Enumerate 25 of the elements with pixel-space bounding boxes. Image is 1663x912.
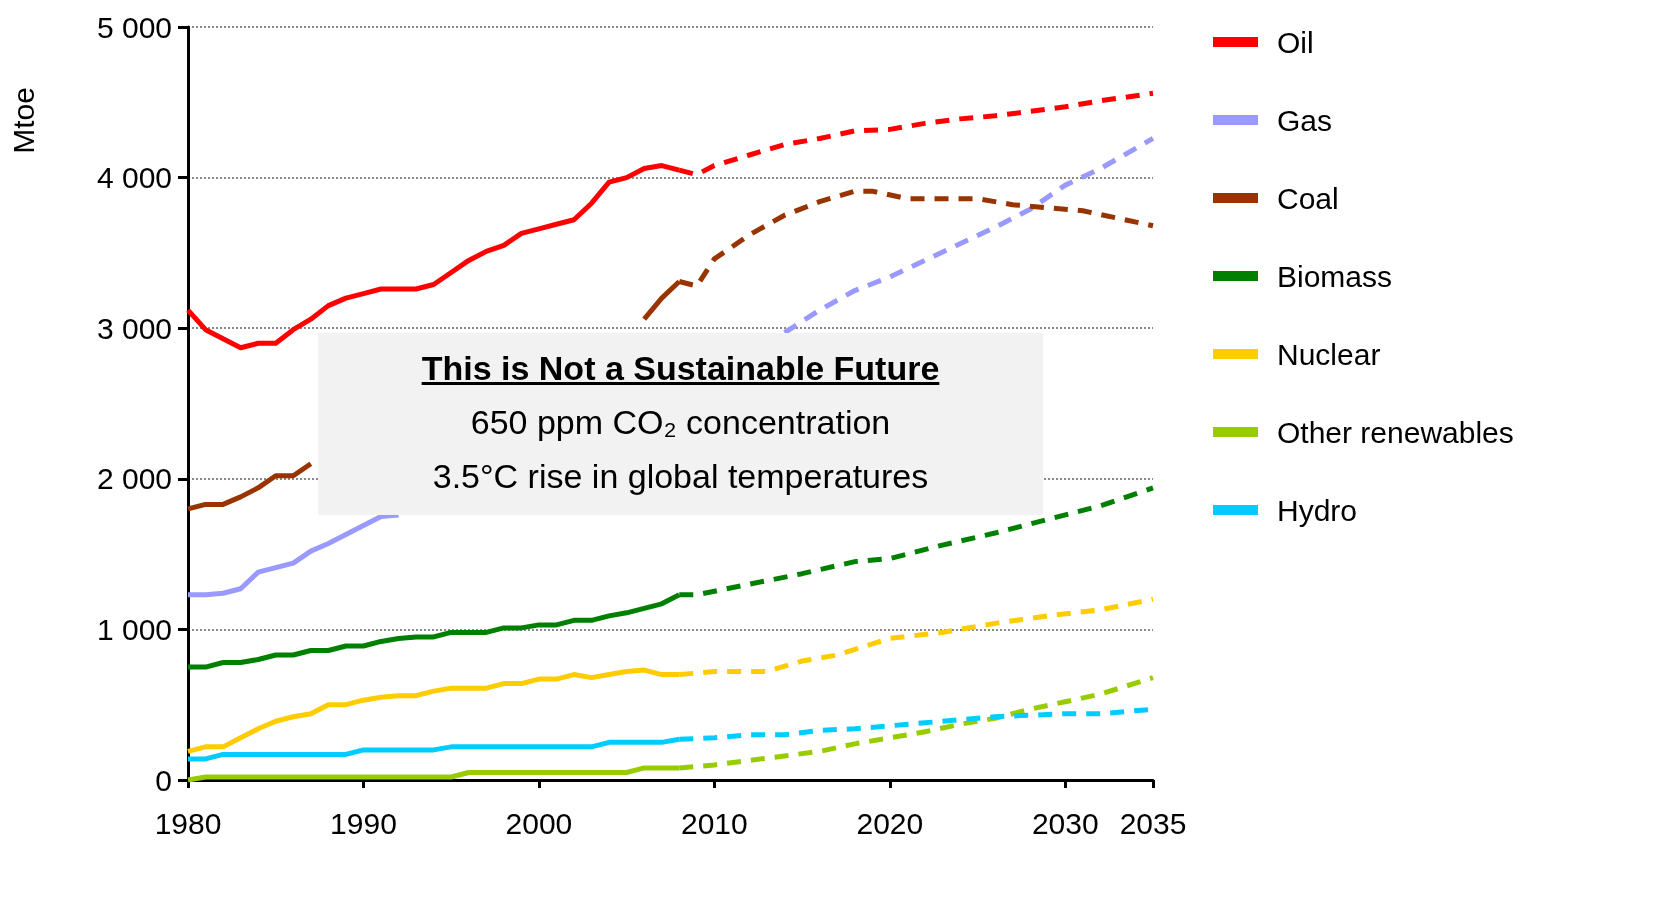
text-box: This is Not a Sustainable Future 650 ppm CO₂ concentration 3.5°C rise in global temperatures [318, 333, 1043, 515]
y-axis-title: Mtoe [6, 87, 40, 154]
legend-label: Biomass [1277, 259, 1393, 293]
legend-label: Other renewables [1277, 415, 1514, 449]
legend-label: Coal [1277, 181, 1339, 215]
y-tick-label: 4 000 [96, 161, 172, 195]
y-tick-label: 5 000 [96, 10, 172, 44]
x-tick-label: 2030 [1031, 806, 1099, 840]
x-tick-label: 2020 [856, 806, 924, 840]
legend-label: Hydro [1277, 493, 1358, 527]
y-tick-label: 0 [155, 763, 172, 797]
x-tick-label: 2000 [505, 806, 573, 840]
x-tick-label: 1990 [330, 806, 397, 840]
x-tick-label: 2010 [680, 806, 748, 840]
x-tick-label: 2035 [1119, 806, 1187, 840]
annotation: This is Not a Sustainable Future [420, 348, 941, 389]
legend-label: Nuclear [1277, 337, 1381, 371]
legend-label: Gas [1277, 103, 1333, 137]
annotation: 650 ppm CO₂ concentration [469, 402, 892, 443]
x-tick-label: 1980 [154, 806, 222, 840]
annotation: 3.5°C rise in global temperatures [431, 456, 930, 497]
y-tick-label: 3 000 [96, 311, 172, 345]
y-tick-label: 1 000 [96, 612, 172, 646]
y-tick-label: 2 000 [96, 462, 172, 496]
legend-label: Oil [1277, 25, 1314, 59]
